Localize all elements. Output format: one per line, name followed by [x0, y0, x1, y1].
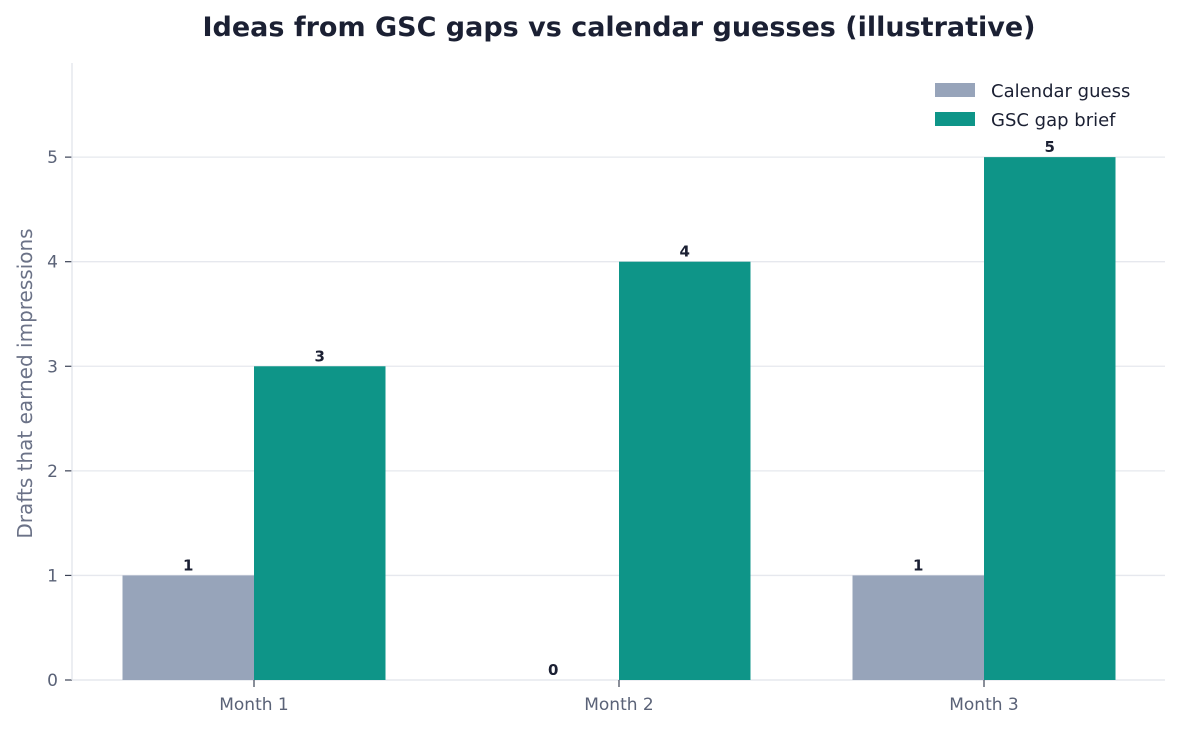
y-tick-label: 3	[47, 357, 58, 377]
data-label: 4	[680, 243, 690, 261]
axes: 0 1 2 3 4 5 Drafts that earned impressions Mont…	[13, 63, 1165, 715]
legend-label: Calendar guess	[991, 81, 1130, 102]
data-label: 1	[913, 556, 923, 574]
y-tick-label: 4	[47, 253, 58, 273]
data-label: 5	[1045, 138, 1055, 156]
bar	[254, 366, 386, 680]
bars	[122, 157, 1116, 680]
y-tick-label: 5	[47, 148, 58, 168]
x-tick-label: Month 3	[949, 695, 1019, 715]
bar	[122, 575, 254, 680]
legend: Calendar guess GSC gap brief	[935, 81, 1130, 131]
legend-swatch	[935, 112, 975, 126]
data-label: 1	[183, 556, 193, 574]
y-axis-label: Drafts that earned impressions	[13, 228, 37, 538]
x-tick-label: Month 1	[219, 695, 289, 715]
legend-label: GSC gap brief	[991, 110, 1116, 131]
y-tick-label: 2	[47, 462, 58, 482]
data-labels: 1 3 0 4 1 5	[183, 138, 1055, 679]
bar	[984, 157, 1116, 680]
data-label: 0	[548, 661, 558, 679]
x-tick-label: Month 2	[584, 695, 654, 715]
y-tick-label: 0	[47, 671, 58, 691]
bar	[852, 575, 984, 680]
y-tick-label: 1	[47, 566, 58, 586]
legend-swatch	[935, 83, 975, 97]
bar	[619, 261, 751, 680]
chart-title: Ideas from GSC gaps vs calendar guesses …	[202, 12, 1036, 43]
data-label: 3	[315, 347, 325, 365]
